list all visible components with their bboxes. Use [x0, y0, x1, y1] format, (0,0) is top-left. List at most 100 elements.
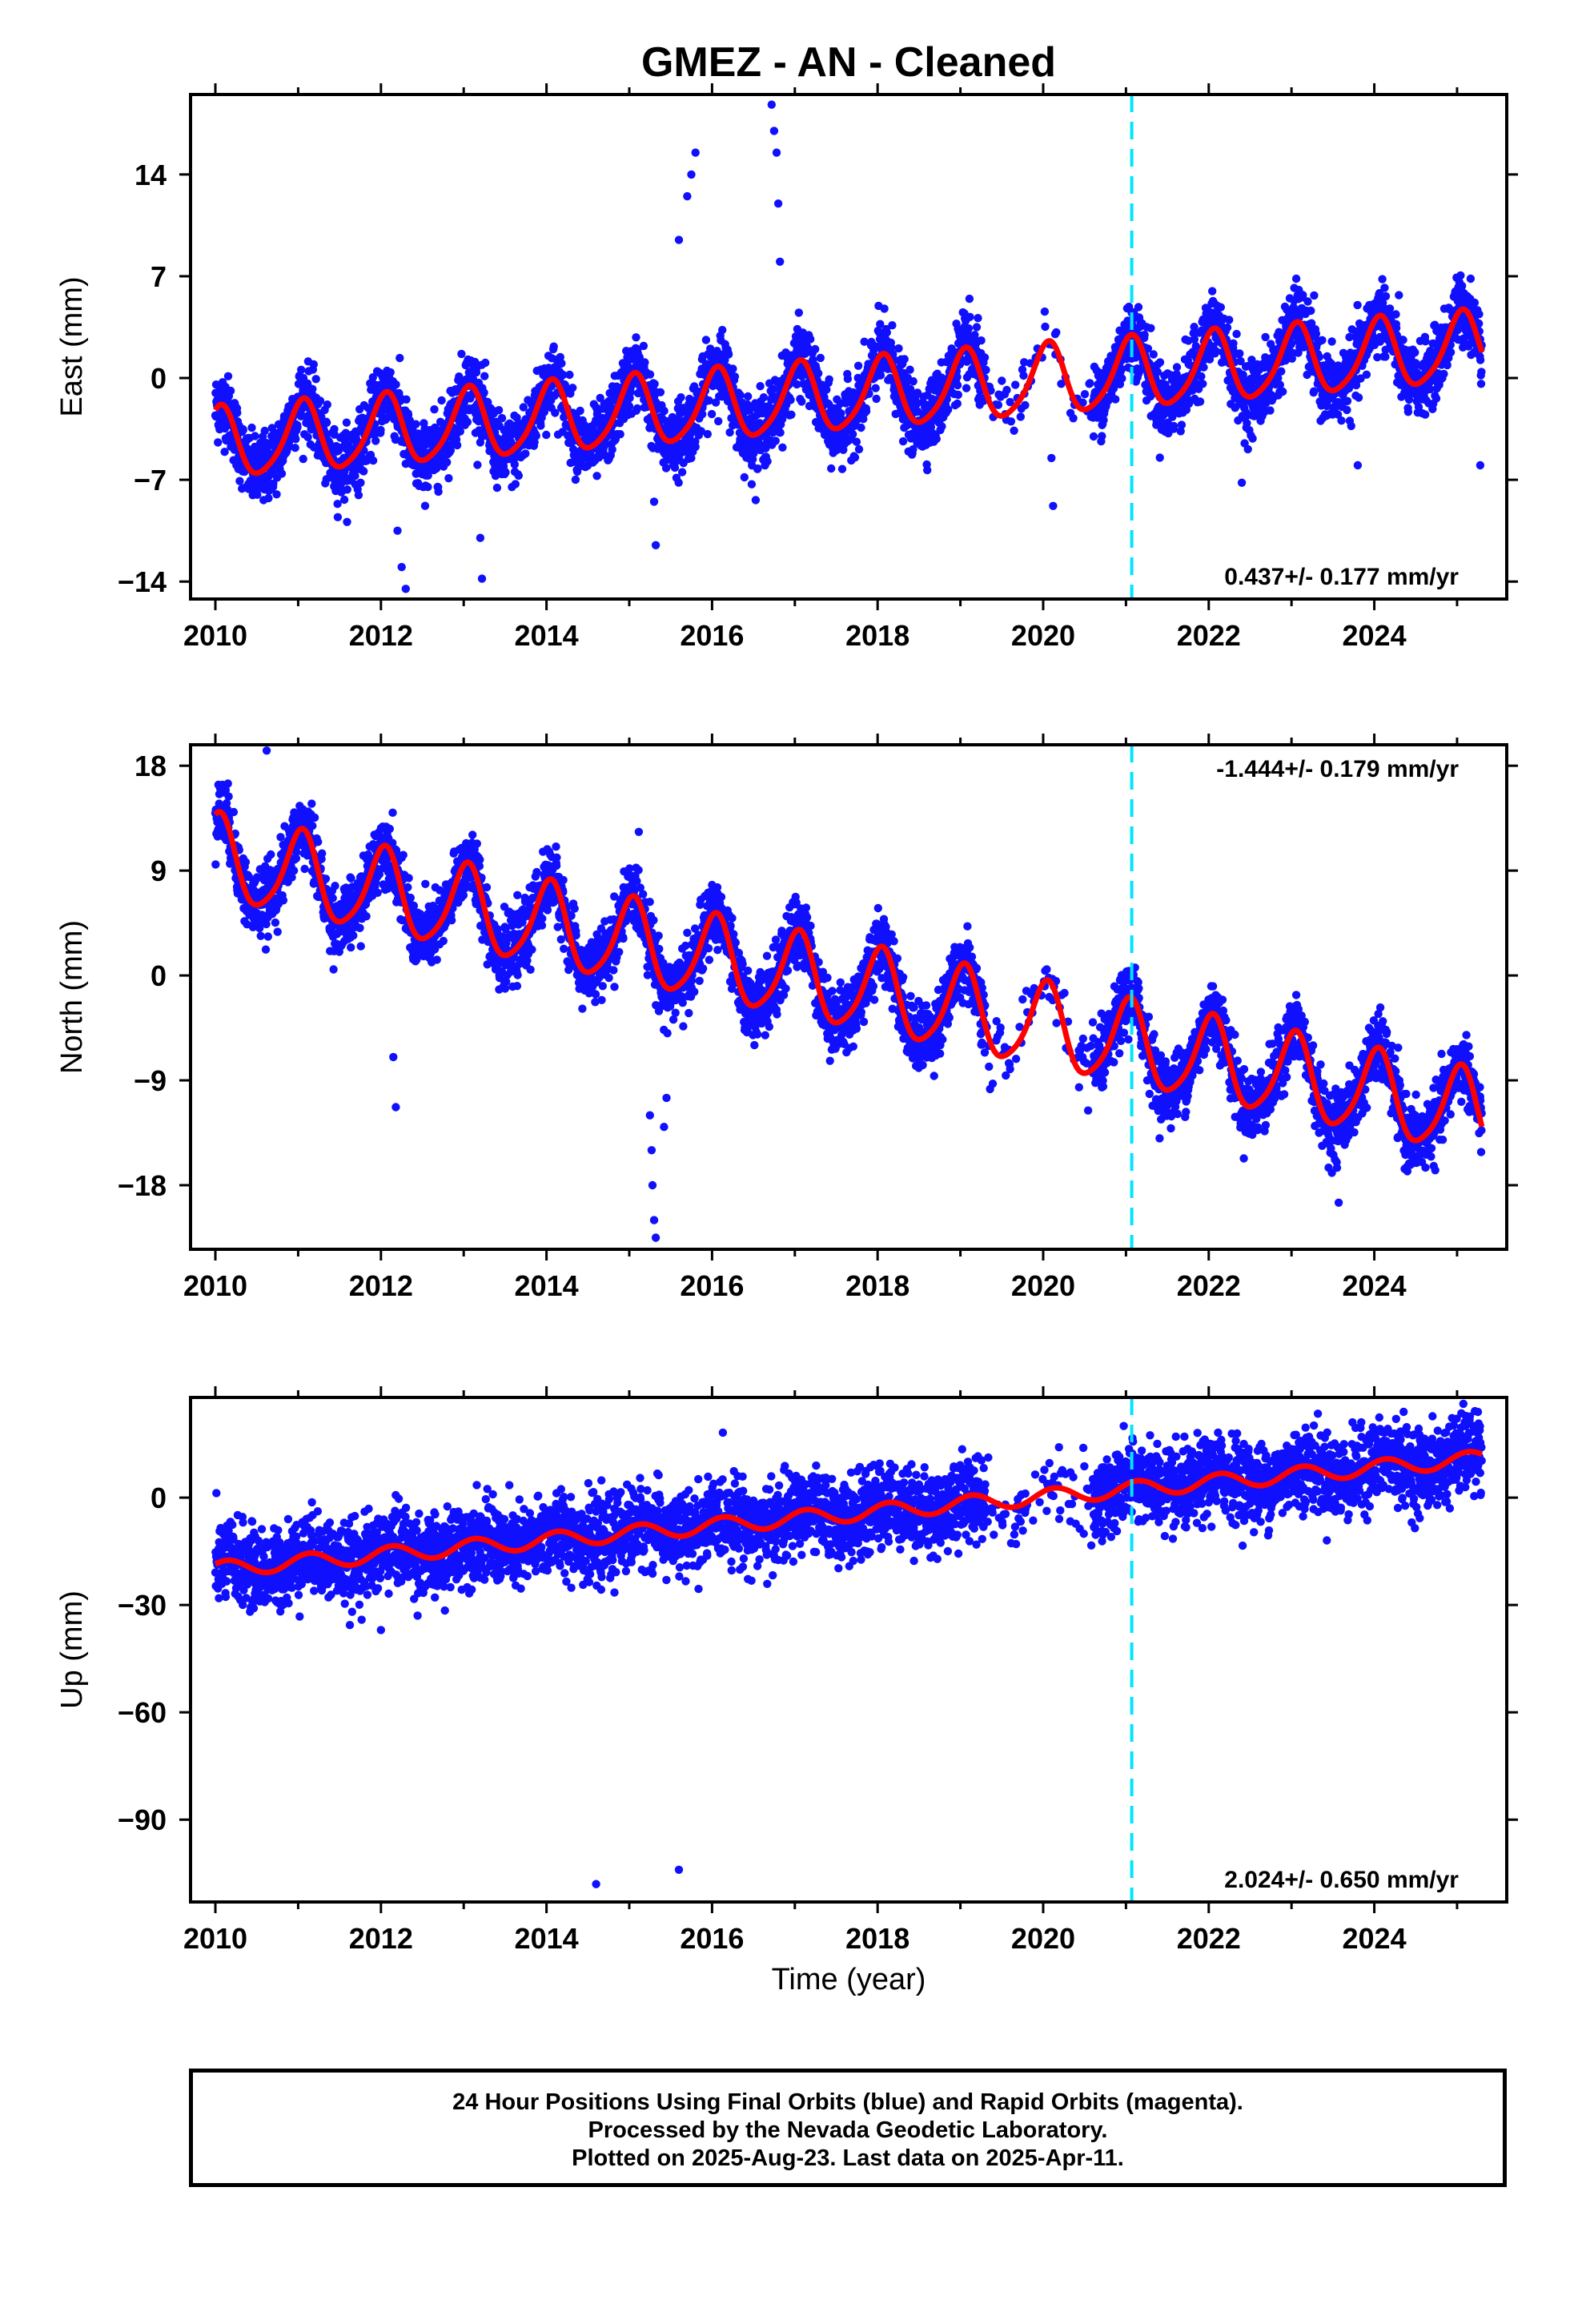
y-axis-label-east: East (mm): [55, 276, 89, 416]
data-point: [601, 440, 610, 448]
data-point: [511, 480, 520, 489]
data-point: [1243, 444, 1252, 454]
data-point: [850, 453, 860, 462]
data-point: [1476, 380, 1486, 388]
data-point: [1197, 372, 1206, 381]
data-point: [519, 403, 528, 412]
data-point: [932, 434, 942, 444]
data-point: [701, 336, 711, 344]
data-point: [1391, 324, 1401, 332]
data-point: [718, 325, 727, 335]
data-point: [894, 344, 903, 353]
y-tick-label: 14: [135, 159, 167, 191]
outlier-point: [769, 127, 779, 135]
data-point: [1343, 396, 1352, 405]
data-point: [1021, 400, 1030, 410]
data-point: [1399, 336, 1407, 344]
data-point: [549, 342, 558, 351]
data-point: [536, 421, 545, 430]
data-point: [1019, 371, 1028, 380]
data-point: [291, 435, 300, 444]
data-point: [542, 430, 551, 440]
data-point: [530, 438, 539, 447]
data-point: [391, 380, 400, 389]
data-point: [624, 402, 634, 411]
data-point: [443, 458, 452, 467]
data-point: [223, 779, 232, 788]
data-point: [962, 384, 971, 392]
data-point: [412, 420, 420, 428]
data-point: [1307, 306, 1315, 316]
data-point: [888, 321, 897, 330]
data-point: [1466, 274, 1476, 283]
data-point: [1040, 307, 1050, 316]
data-point: [556, 352, 564, 362]
data-point: [1098, 432, 1106, 440]
data-point: [359, 467, 368, 476]
data-point: [1232, 329, 1241, 339]
data-point: [1155, 358, 1165, 367]
data-point: [317, 412, 326, 421]
data-point: [1476, 356, 1485, 364]
data-point: [1310, 291, 1319, 300]
data-point: [974, 314, 982, 323]
data-point: [1195, 397, 1205, 406]
data-point: [1403, 408, 1413, 416]
data-point: [1470, 298, 1480, 308]
data-point: [1177, 420, 1186, 429]
data-point: [309, 360, 318, 369]
data-point: [437, 396, 446, 405]
data-point: [771, 436, 780, 445]
data-point: [481, 358, 490, 368]
data-point: [776, 428, 785, 437]
data-point: [1421, 337, 1430, 346]
data-point: [239, 425, 247, 435]
x-tick-label: 2018: [845, 619, 909, 652]
data-point: [1216, 303, 1226, 312]
data-point: [1052, 328, 1061, 337]
data-point: [568, 384, 577, 392]
x-tick-label: 2012: [349, 619, 413, 652]
data-point: [343, 485, 351, 494]
data-point: [272, 490, 281, 499]
outlier-point: [1049, 501, 1058, 510]
data-point: [1146, 324, 1155, 332]
data-point: [297, 365, 306, 374]
data-point: [1011, 380, 1020, 389]
data-point: [1391, 310, 1400, 319]
data-point: [514, 471, 523, 480]
x-tick-label: 2020: [1011, 619, 1075, 652]
data-point: [1277, 367, 1286, 376]
data-point: [351, 472, 359, 480]
data-point: [434, 487, 443, 497]
data-point: [501, 468, 510, 477]
data-point: [954, 390, 963, 400]
data-point: [267, 424, 276, 432]
data-point: [703, 429, 712, 439]
data-point: [592, 472, 601, 480]
data-point: [368, 373, 377, 382]
data-point: [1010, 426, 1018, 435]
data-point: [1149, 350, 1158, 359]
data-point: [786, 396, 795, 404]
data-point: [1381, 292, 1391, 301]
data-point: [532, 432, 540, 440]
data-point: [1111, 395, 1120, 404]
data-point: [229, 807, 239, 817]
data-point: [420, 501, 430, 510]
data-point: [386, 368, 395, 377]
data-point: [966, 312, 974, 321]
outlier-point: [1047, 453, 1056, 463]
data-point: [256, 931, 265, 940]
data-point: [965, 294, 974, 304]
data-point: [724, 350, 733, 359]
data-points-north: [211, 746, 1486, 1242]
data-point: [794, 308, 803, 317]
data-points-east: [211, 100, 1486, 593]
panel-north: 2010 2012 2014 2016 2018 2020 2022 2024−18−9091…: [55, 734, 1518, 1302]
data-point: [827, 464, 836, 473]
data-point: [900, 355, 909, 364]
data-point: [322, 418, 331, 427]
data-point: [1385, 304, 1395, 313]
data-point: [972, 323, 982, 332]
